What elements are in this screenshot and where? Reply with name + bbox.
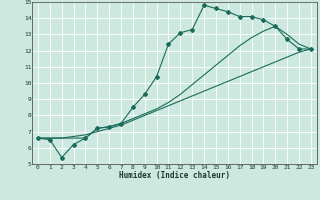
X-axis label: Humidex (Indice chaleur): Humidex (Indice chaleur) xyxy=(119,171,230,180)
